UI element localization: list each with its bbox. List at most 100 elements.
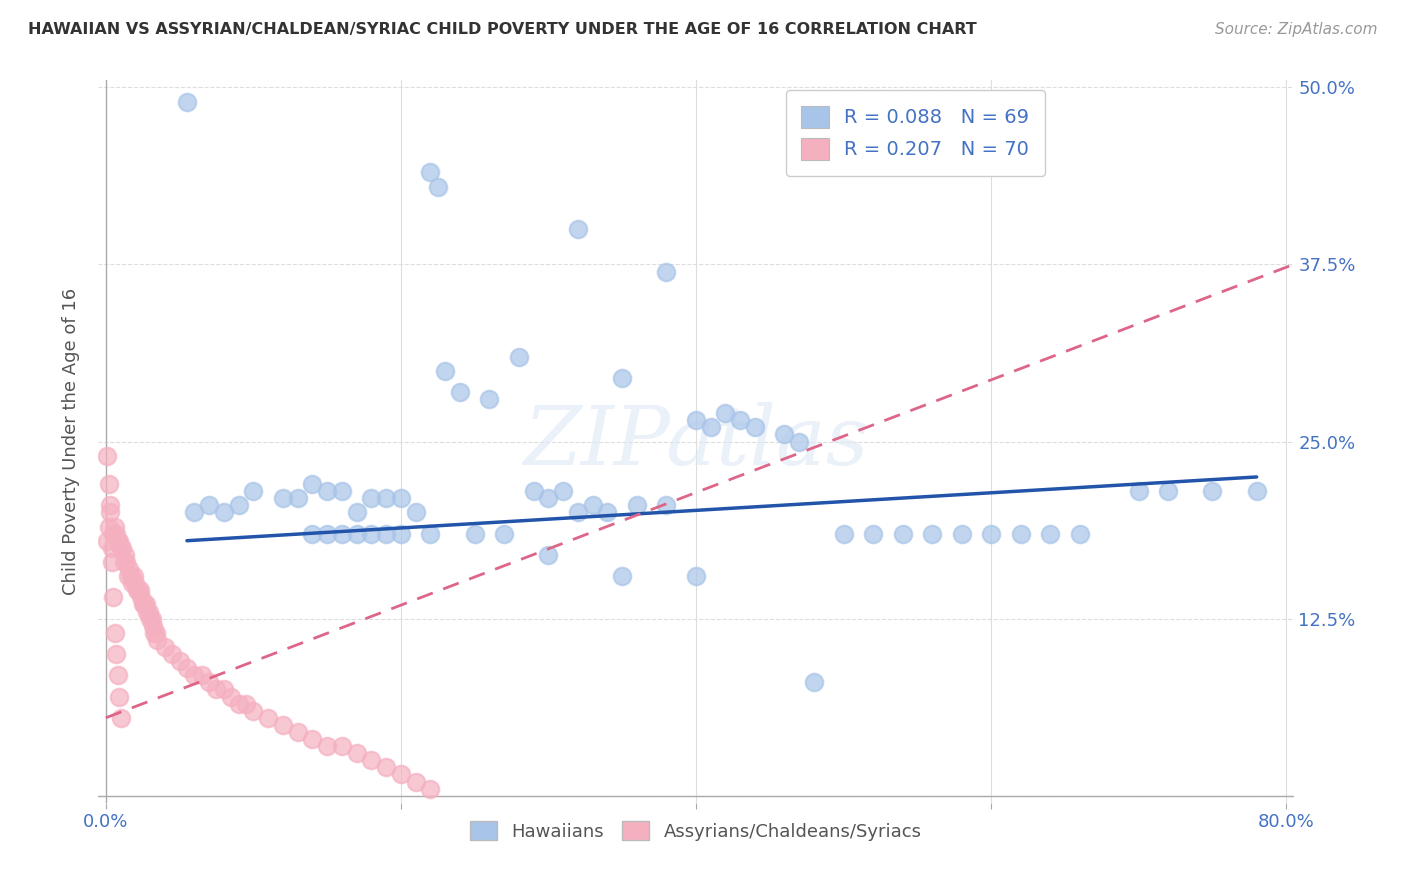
Point — [176, 95, 198, 109]
Point — [803, 675, 825, 690]
Point — [143, 625, 166, 640]
Point — [655, 498, 678, 512]
Point — [114, 548, 136, 562]
Point — [107, 668, 129, 682]
Point — [198, 675, 221, 690]
Point — [219, 690, 242, 704]
Point — [537, 548, 560, 562]
Point — [346, 505, 368, 519]
Point — [508, 350, 530, 364]
Point — [478, 392, 501, 406]
Point — [523, 484, 546, 499]
Point — [228, 697, 250, 711]
Text: ZIPatlas: ZIPatlas — [523, 401, 869, 482]
Point — [242, 704, 264, 718]
Point — [1069, 526, 1091, 541]
Point — [97, 519, 120, 533]
Point — [111, 541, 134, 555]
Point — [699, 420, 721, 434]
Point — [101, 526, 124, 541]
Point — [389, 491, 412, 506]
Point — [626, 498, 648, 512]
Legend: Hawaiians, Assyrians/Chaldeans/Syriacs: Hawaiians, Assyrians/Chaldeans/Syriacs — [463, 814, 929, 848]
Point — [375, 491, 398, 506]
Point — [419, 165, 441, 179]
Point — [612, 569, 634, 583]
Point — [389, 767, 412, 781]
Point — [596, 505, 619, 519]
Point — [121, 576, 143, 591]
Point — [146, 632, 169, 647]
Point — [346, 526, 368, 541]
Point — [330, 484, 353, 499]
Point — [198, 498, 221, 512]
Point — [553, 484, 575, 499]
Point — [832, 526, 855, 541]
Point — [494, 526, 516, 541]
Point — [360, 526, 382, 541]
Point — [129, 591, 152, 605]
Point — [112, 555, 135, 569]
Point — [685, 569, 707, 583]
Point — [346, 746, 368, 760]
Point — [787, 434, 810, 449]
Point — [375, 760, 398, 774]
Point — [980, 526, 1002, 541]
Point — [360, 753, 382, 767]
Point — [100, 555, 122, 569]
Point — [271, 718, 294, 732]
Point — [100, 541, 122, 555]
Point — [862, 526, 884, 541]
Point — [405, 774, 427, 789]
Point — [1039, 526, 1062, 541]
Point — [108, 533, 131, 548]
Point — [104, 625, 127, 640]
Point — [582, 498, 605, 512]
Point — [375, 526, 398, 541]
Point — [301, 477, 323, 491]
Point — [301, 732, 323, 747]
Point — [142, 618, 165, 632]
Point — [389, 526, 412, 541]
Point — [160, 647, 183, 661]
Point — [183, 505, 205, 519]
Text: Source: ZipAtlas.com: Source: ZipAtlas.com — [1215, 22, 1378, 37]
Point — [97, 477, 120, 491]
Point — [950, 526, 973, 541]
Point — [98, 505, 121, 519]
Point — [728, 413, 751, 427]
Point — [360, 491, 382, 506]
Point — [105, 647, 128, 661]
Point — [108, 690, 131, 704]
Point — [316, 526, 339, 541]
Point — [122, 569, 145, 583]
Point — [125, 583, 148, 598]
Point — [131, 598, 153, 612]
Point — [110, 541, 132, 555]
Point — [773, 427, 796, 442]
Point — [136, 605, 159, 619]
Point — [124, 576, 146, 591]
Point — [235, 697, 257, 711]
Point — [426, 179, 449, 194]
Point — [316, 739, 339, 753]
Point — [212, 505, 235, 519]
Point — [257, 711, 280, 725]
Point — [330, 739, 353, 753]
Point — [612, 371, 634, 385]
Point — [1246, 484, 1268, 499]
Point — [104, 519, 127, 533]
Point — [96, 449, 118, 463]
Text: HAWAIIAN VS ASSYRIAN/CHALDEAN/SYRIAC CHILD POVERTY UNDER THE AGE OF 16 CORRELATI: HAWAIIAN VS ASSYRIAN/CHALDEAN/SYRIAC CHI… — [28, 22, 977, 37]
Point — [134, 598, 156, 612]
Point — [138, 605, 160, 619]
Point — [316, 484, 339, 499]
Point — [271, 491, 294, 506]
Point — [464, 526, 486, 541]
Point — [228, 498, 250, 512]
Point — [567, 222, 589, 236]
Point — [655, 264, 678, 278]
Point — [127, 583, 149, 598]
Point — [105, 526, 128, 541]
Point — [176, 661, 198, 675]
